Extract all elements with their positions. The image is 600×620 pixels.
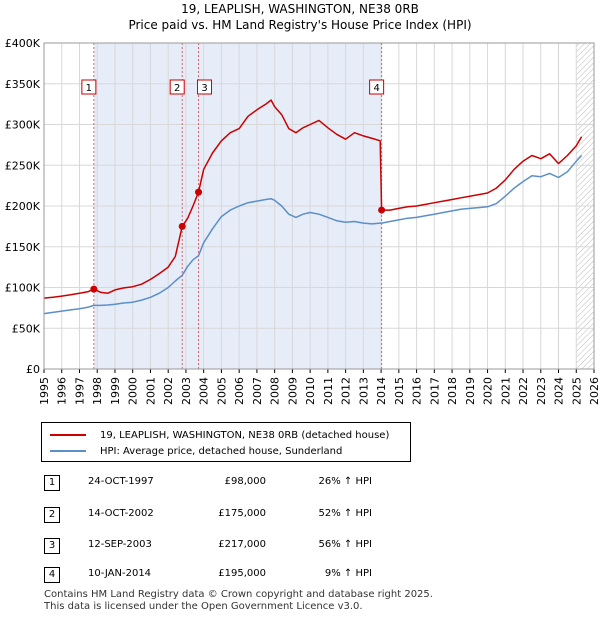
x-tick-label: 2019	[464, 377, 477, 405]
footer-license: This data is licensed under the Open Gov…	[44, 601, 363, 612]
legend-swatch-property	[50, 434, 86, 436]
x-tick-label: 2006	[233, 377, 246, 405]
sale-number-label: 3	[201, 83, 207, 94]
transaction-date: 14-OCT-2002	[88, 508, 154, 519]
transaction-hpi: 56% ↑ HPI	[318, 539, 372, 550]
sale-number-label: 1	[86, 83, 92, 94]
transaction-row: 4 10-JAN-2014 £195,000 9% ↑ HPI	[44, 567, 584, 583]
x-tick-label: 2010	[304, 377, 317, 405]
transaction-row: 1 24-OCT-1997 £98,000 26% ↑ HPI	[44, 475, 584, 491]
y-tick-label: £100K	[5, 282, 41, 295]
x-tick-label: 2017	[428, 377, 441, 405]
footer-copyright: Contains HM Land Registry data © Crown c…	[44, 589, 433, 600]
sale-number-label: 2	[174, 83, 180, 94]
transaction-row: 2 14-OCT-2002 £175,000 52% ↑ HPI	[44, 507, 584, 523]
hpi-line	[43, 154, 583, 315]
sale-number-box	[197, 79, 213, 95]
sale-marker	[178, 222, 186, 230]
x-tick-label: 2015	[393, 377, 406, 405]
sale-number-box	[81, 79, 97, 95]
x-tick-label: 2026	[588, 377, 600, 405]
x-tick-label: 2003	[180, 377, 193, 405]
legend-swatch-hpi	[50, 450, 86, 452]
x-tick-label: 2013	[357, 377, 370, 405]
x-tick-label: 2022	[517, 377, 530, 405]
transaction-date: 12-SEP-2003	[88, 539, 152, 550]
x-tick-label: 2014	[375, 377, 388, 405]
transaction-price: £175,000	[218, 508, 266, 519]
x-tick-label: 2000	[127, 377, 140, 405]
transaction-row: 3 12-SEP-2003 £217,000 56% ↑ HPI	[44, 538, 584, 554]
transaction-hpi: 9% ↑ HPI	[324, 568, 372, 579]
y-tick-label: £250K	[5, 159, 41, 172]
x-tick-label: 1999	[109, 377, 122, 405]
transaction-hpi: 26% ↑ HPI	[318, 476, 372, 487]
sale-marker	[378, 206, 386, 214]
sale-number-label: 4	[373, 83, 379, 94]
x-tick-label: 2020	[482, 377, 495, 405]
chart-legend: 19, LEAPLISH, WASHINGTON, NE38 0RB (deta…	[41, 422, 411, 462]
transaction-hpi: 52% ↑ HPI	[318, 508, 372, 519]
price-chart: 1 2 3 4 £0 £50K £100K £150K £200K £250K £300K £350…	[5, 37, 600, 405]
transaction-price: £98,000	[224, 476, 266, 487]
x-tick-label: 2012	[340, 377, 353, 405]
x-tick-label: 1998	[91, 377, 104, 405]
x-tick-label: 2016	[411, 377, 424, 405]
x-tick-label: 2011	[322, 377, 335, 405]
x-tick-label: 2021	[499, 377, 512, 405]
y-tick-label: £200K	[5, 200, 41, 213]
x-tick-label: 2018	[446, 377, 459, 405]
sale-number-box	[369, 79, 385, 95]
y-tick-label: £50K	[12, 322, 41, 335]
x-tick-label: 1997	[73, 377, 86, 405]
x-tick-label: 2009	[286, 377, 299, 405]
x-tick-label: 2023	[535, 377, 548, 405]
x-tick-label: 2002	[162, 377, 175, 405]
x-tick-label: 1996	[56, 377, 69, 405]
property-price-line	[43, 99, 583, 299]
chart-title: 19, LEAPLISH, WASHINGTON, NE38 0RB	[181, 2, 419, 16]
transaction-number: 4	[44, 567, 60, 583]
x-tick-label: 2004	[198, 377, 211, 405]
legend-item-hpi: HPI: Average price, detached house, Sund…	[50, 444, 342, 458]
transaction-date: 10-JAN-2014	[88, 568, 152, 579]
x-tick-label: 2005	[215, 377, 228, 405]
x-tick-label: 1995	[38, 377, 51, 405]
transaction-number: 1	[44, 475, 60, 491]
x-tick-label: 2025	[570, 377, 583, 405]
x-tick-label: 2007	[251, 377, 264, 405]
x-tick-label: 2008	[269, 377, 282, 405]
transaction-number: 2	[44, 507, 60, 523]
transaction-price: £195,000	[218, 568, 266, 579]
x-tick-label: 2024	[553, 377, 566, 405]
legend-label-hpi: HPI: Average price, detached house, Sund…	[100, 445, 343, 457]
y-tick-label: £0	[26, 363, 40, 376]
legend-item-property: 19, LEAPLISH, WASHINGTON, NE38 0RB (deta…	[50, 428, 389, 442]
y-tick-label: £150K	[5, 241, 41, 254]
transaction-price: £217,000	[218, 539, 266, 550]
legend-label-property: 19, LEAPLISH, WASHINGTON, NE38 0RB (deta…	[100, 429, 390, 441]
sale-marker	[90, 285, 98, 293]
transaction-date: 24-OCT-1997	[88, 476, 154, 487]
y-tick-label: £400K	[5, 37, 41, 50]
sale-marker	[195, 188, 203, 196]
x-tick-label: 2001	[144, 377, 157, 405]
y-tick-label: £300K	[5, 119, 41, 132]
y-tick-label: £350K	[5, 78, 41, 91]
chart-subtitle: Price paid vs. HM Land Registry's House …	[128, 18, 472, 32]
transaction-number: 3	[44, 538, 60, 554]
plot-border	[43, 42, 595, 370]
sale-number-box	[169, 79, 185, 95]
